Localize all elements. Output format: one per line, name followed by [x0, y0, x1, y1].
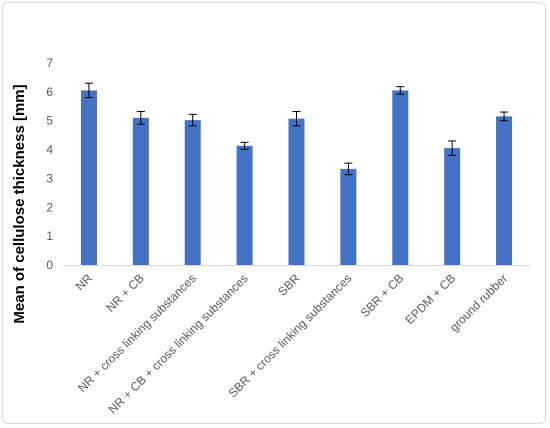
error-bar — [240, 141, 249, 150]
y-tick-label: 0 — [46, 258, 53, 272]
bar — [392, 90, 409, 266]
bar — [184, 120, 201, 265]
y-tick-label: 7 — [46, 56, 53, 70]
error-bar — [136, 110, 145, 125]
y-tick-label: 5 — [46, 114, 53, 128]
bar — [288, 118, 305, 266]
error-bar — [188, 113, 197, 127]
y-tick-label: 6 — [46, 85, 53, 99]
error-bar — [448, 140, 457, 156]
bar — [340, 168, 357, 265]
error-bar — [500, 111, 509, 122]
y-tick-label: 2 — [46, 200, 53, 214]
bar — [444, 148, 461, 265]
bar — [236, 145, 253, 265]
y-tick-label: 1 — [46, 229, 53, 243]
bar — [80, 90, 97, 266]
error-bar — [344, 162, 353, 176]
y-tick-label: 3 — [46, 171, 53, 185]
x-tick-label: SBR — [275, 271, 303, 299]
y-axis-label: Mean of cellulose thickness [mm] — [11, 84, 28, 323]
error-bar — [292, 110, 301, 127]
y-tick-label: 4 — [46, 143, 53, 157]
x-tick-label: NR — [73, 271, 95, 293]
bar — [496, 116, 513, 265]
error-bar — [396, 86, 405, 95]
x-tick-label: SBR + CB — [358, 271, 407, 320]
x-tick-label: EPDM + CB — [402, 271, 458, 327]
error-bar — [84, 82, 93, 99]
x-tick-label: NR + CB — [103, 271, 147, 315]
bar — [132, 117, 149, 265]
